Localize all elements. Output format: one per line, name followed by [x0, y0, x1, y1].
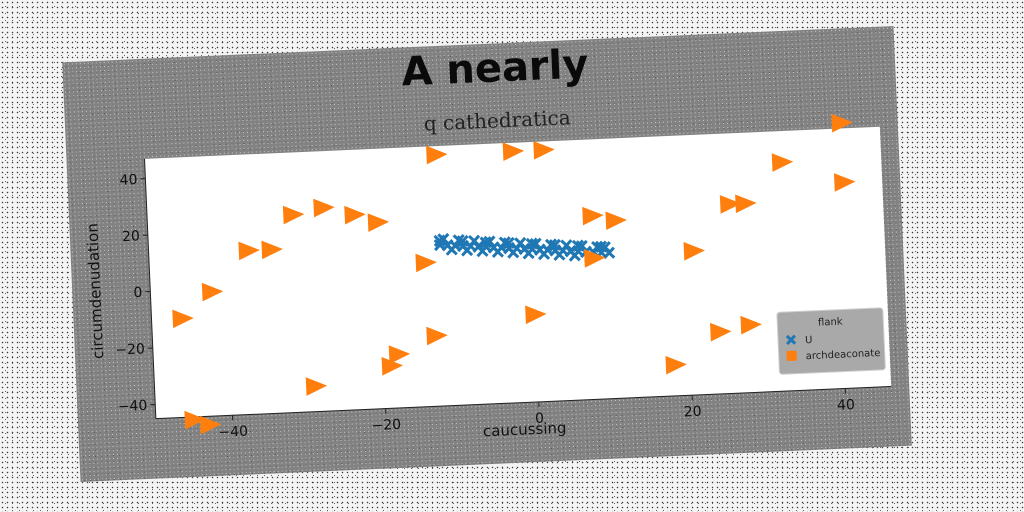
data-marks	[172, 113, 856, 435]
scatter-point-u	[568, 249, 581, 262]
scatter-point-u	[553, 248, 566, 261]
scatter-point-u	[506, 246, 520, 259]
scatter-point-archdeaconate	[201, 282, 224, 302]
legend-label: U	[805, 335, 813, 346]
scatter-point-u	[594, 240, 608, 253]
y-tick-label: −40	[117, 398, 147, 415]
scatter-point-archdeaconate	[305, 377, 328, 396]
chart-subtitle: q cathedratica	[423, 105, 571, 135]
scatter-point-u	[522, 247, 535, 260]
scatter-point-u	[456, 234, 469, 248]
scatter-point-u	[571, 239, 585, 252]
scatter-point-u	[502, 236, 516, 250]
scatter-point-u	[491, 245, 504, 258]
legend-marker-archdeaconate	[786, 350, 797, 362]
scatter-point-archdeaconate	[313, 198, 335, 218]
scatter-point-archdeaconate	[525, 305, 547, 325]
scatter-point-archdeaconate	[582, 206, 604, 226]
scatter-point-archdeaconate	[261, 240, 283, 260]
y-axis-label: circumdenudation	[83, 223, 107, 359]
scatter-point-u	[445, 243, 458, 256]
scatter-point-u	[476, 244, 489, 258]
y-tick-label: 40	[119, 172, 138, 189]
x-axis-label: caucussing	[483, 419, 567, 441]
scatter-point-archdeaconate	[665, 355, 687, 375]
y-tick-label: −20	[115, 341, 145, 358]
scatter-point-archdeaconate	[740, 315, 762, 335]
scatter-point-archdeaconate	[344, 205, 366, 225]
scatter-point-archdeaconate	[282, 205, 305, 225]
x-tick-label: −40	[218, 424, 248, 441]
scatter-point-archdeaconate	[367, 213, 390, 232]
scatter-point-u	[460, 244, 474, 257]
scatter-point-u	[548, 238, 562, 252]
x-axis-line	[155, 385, 892, 420]
y-tick-label: 0	[133, 285, 143, 301]
scatter-point-archdeaconate	[184, 410, 206, 430]
scatter-point-archdeaconate	[719, 195, 742, 214]
scatter-point-u	[529, 237, 542, 251]
scatter-point-archdeaconate	[172, 309, 194, 329]
scatter-point-archdeaconate	[426, 326, 448, 346]
scatter-point-archdeaconate	[833, 173, 856, 192]
scatter-point-archdeaconate	[238, 241, 260, 261]
scatter-point-archdeaconate	[426, 145, 448, 165]
scatter-point-archdeaconate	[584, 249, 606, 268]
scatter-point-u	[433, 234, 446, 247]
x-tick-label: −20	[371, 417, 401, 434]
chart-title: A nearly	[401, 41, 590, 95]
scatter-point-archdeaconate	[735, 194, 757, 214]
scatter-point-u	[544, 238, 558, 251]
scatter-point-archdeaconate	[605, 211, 627, 231]
scatter-point-u	[525, 237, 539, 250]
scatter-point-archdeaconate	[831, 113, 853, 133]
scatter-point-u	[479, 236, 493, 249]
x-tick-label: 0	[535, 411, 545, 427]
scatter-point-archdeaconate	[683, 241, 705, 261]
scatter-point-archdeaconate	[381, 356, 404, 376]
y-axis-line	[144, 158, 157, 419]
scatter-point-u	[575, 239, 589, 253]
legend-label: archdeaconate	[806, 348, 881, 362]
x-tick-label: 40	[837, 397, 856, 414]
plot-area	[144, 126, 892, 419]
scatter-point-archdeaconate	[388, 345, 411, 364]
scatter-point-archdeaconate	[533, 141, 555, 160]
y-tick-label: 20	[122, 228, 141, 245]
scatter-point-u	[560, 239, 573, 252]
scatter-point-u	[537, 247, 551, 261]
scatter-point-archdeaconate	[415, 253, 437, 273]
scatter-point-archdeaconate	[199, 415, 222, 435]
scatter-point-u	[468, 234, 481, 248]
axes: −40 −20 0 20 40 −40 −20 0 20 40	[115, 158, 892, 441]
legend-title: flank	[818, 317, 843, 329]
legend-box	[776, 307, 886, 375]
scatter-point-archdeaconate	[710, 322, 732, 342]
x-tick-label: 20	[684, 404, 703, 421]
scatter-point-u	[514, 236, 527, 250]
figure-panel: A nearly q cathedratica −40 −20 0 20 40 −40 −2…	[62, 26, 912, 482]
scatter-point-archdeaconate	[502, 142, 525, 161]
scatter-point-archdeaconate	[771, 153, 794, 172]
legend-marker-u	[785, 334, 797, 346]
scatter-chart: A nearly q cathedratica −40 −20 0 20 40 −40 −2…	[83, 41, 892, 441]
scatter-point-u	[483, 235, 496, 248]
